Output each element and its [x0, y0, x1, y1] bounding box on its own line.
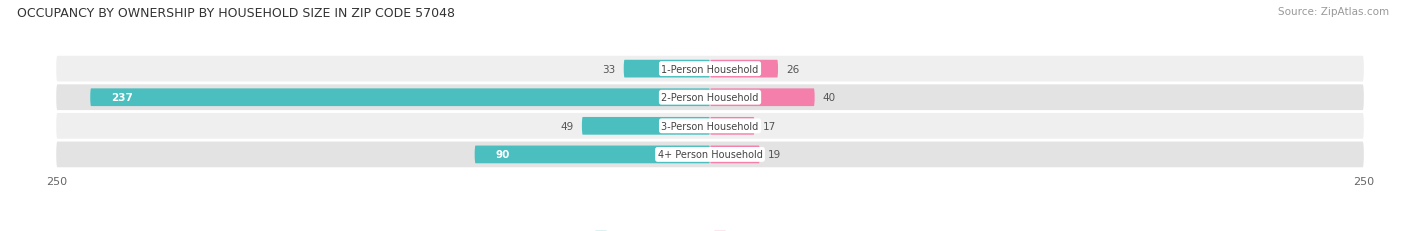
- Text: Source: ZipAtlas.com: Source: ZipAtlas.com: [1278, 7, 1389, 17]
- Text: 3-Person Household: 3-Person Household: [661, 121, 759, 131]
- Text: OCCUPANCY BY OWNERSHIP BY HOUSEHOLD SIZE IN ZIP CODE 57048: OCCUPANCY BY OWNERSHIP BY HOUSEHOLD SIZE…: [17, 7, 456, 20]
- FancyBboxPatch shape: [582, 117, 710, 135]
- FancyBboxPatch shape: [710, 117, 755, 135]
- FancyBboxPatch shape: [710, 89, 814, 107]
- FancyBboxPatch shape: [56, 57, 1364, 82]
- Text: 49: 49: [561, 121, 574, 131]
- Text: 19: 19: [768, 150, 780, 160]
- FancyBboxPatch shape: [56, 113, 1364, 139]
- FancyBboxPatch shape: [90, 89, 710, 107]
- Text: 2-Person Household: 2-Person Household: [661, 93, 759, 103]
- Text: 4+ Person Household: 4+ Person Household: [658, 150, 762, 160]
- FancyBboxPatch shape: [710, 61, 778, 78]
- Text: 1-Person Household: 1-Person Household: [661, 64, 759, 74]
- Text: 237: 237: [111, 93, 134, 103]
- FancyBboxPatch shape: [710, 146, 759, 164]
- Text: 17: 17: [762, 121, 776, 131]
- Text: 40: 40: [823, 93, 835, 103]
- FancyBboxPatch shape: [475, 146, 710, 164]
- Text: 33: 33: [603, 64, 616, 74]
- Legend: Owner-occupied, Renter-occupied: Owner-occupied, Renter-occupied: [593, 229, 827, 231]
- Text: 26: 26: [786, 64, 799, 74]
- Text: 90: 90: [495, 150, 510, 160]
- FancyBboxPatch shape: [56, 85, 1364, 111]
- FancyBboxPatch shape: [56, 142, 1364, 167]
- FancyBboxPatch shape: [624, 61, 710, 78]
